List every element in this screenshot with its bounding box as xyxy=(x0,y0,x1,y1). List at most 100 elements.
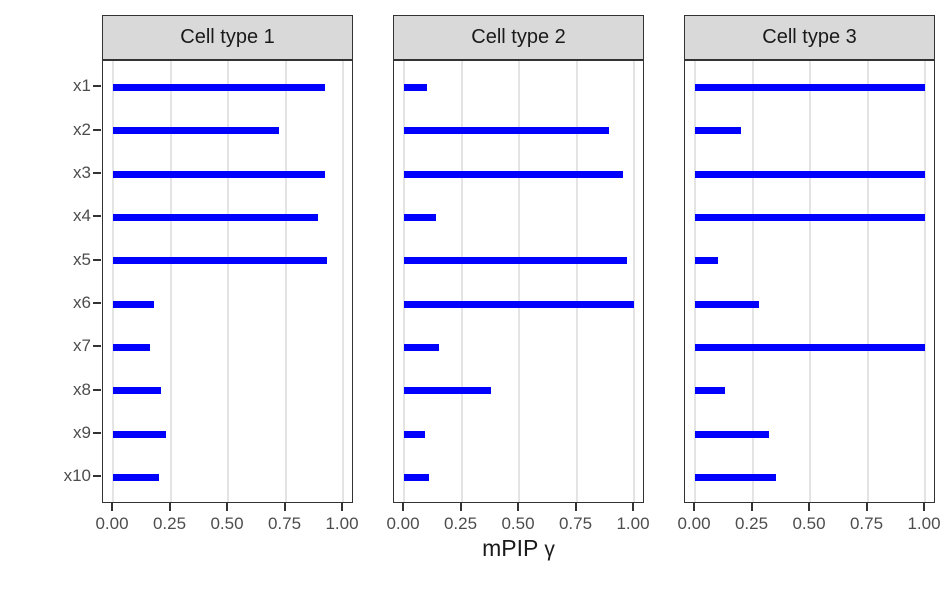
bar-x4 xyxy=(695,213,925,221)
facet-strip: Cell type 2 xyxy=(393,15,644,60)
bar-x4 xyxy=(113,213,318,221)
bar-x8 xyxy=(404,387,492,395)
gridline xyxy=(460,61,463,502)
gridline xyxy=(403,61,405,502)
bar-x2 xyxy=(113,127,279,135)
x-tick-label: 0.00 xyxy=(677,514,711,533)
x-axis-tick xyxy=(459,503,462,511)
y-tick-label-x2: x2 xyxy=(73,119,91,139)
facet-strip: Cell type 1 xyxy=(102,15,353,60)
x-axis-tick xyxy=(341,503,343,511)
y-tick-label-x5: x5 xyxy=(73,249,91,269)
bar-x5 xyxy=(113,257,327,265)
gridline xyxy=(342,61,344,502)
x-axis-tick xyxy=(283,503,286,511)
x-axis-tick xyxy=(226,503,228,511)
y-axis-tick xyxy=(93,258,101,261)
bar-x10 xyxy=(695,473,776,481)
gamma-symbol: γ xyxy=(544,538,555,561)
bar-x1 xyxy=(113,83,325,91)
bar-x3 xyxy=(404,170,623,178)
bar-x8 xyxy=(113,387,162,395)
bar-x5 xyxy=(695,257,718,265)
bar-x2 xyxy=(404,127,609,135)
x-axis-tick xyxy=(693,503,695,511)
bar-x8 xyxy=(695,387,725,395)
gridline xyxy=(633,61,635,502)
bar-x4 xyxy=(404,213,437,221)
gridline xyxy=(694,61,696,502)
y-tick-label-x9: x9 xyxy=(73,423,91,443)
x-axis-title: mPIP γ xyxy=(102,535,935,562)
plot-panel xyxy=(684,60,935,503)
bar-x2 xyxy=(695,127,741,135)
y-axis-tick xyxy=(93,432,101,435)
bar-x3 xyxy=(695,170,925,178)
y-axis-tick xyxy=(93,128,101,131)
y-axis-tick xyxy=(93,388,101,391)
gridline xyxy=(751,61,754,502)
facet-strip: Cell type 3 xyxy=(684,15,935,60)
x-axis-tick xyxy=(111,503,113,511)
gridline xyxy=(284,61,287,502)
bar-x9 xyxy=(113,430,166,438)
y-tick-label-x8: x8 xyxy=(73,379,91,399)
bar-x1 xyxy=(404,83,427,91)
y-tick-label-x10: x10 xyxy=(63,466,91,486)
bar-x10 xyxy=(113,473,159,481)
bar-x6 xyxy=(404,300,634,308)
plot-panel xyxy=(102,60,353,503)
x-tick-label: 0.75 xyxy=(267,514,302,533)
bar-x7 xyxy=(113,343,150,351)
bar-x6 xyxy=(695,300,760,308)
y-tick-label-x4: x4 xyxy=(73,206,91,226)
x-axis-tick xyxy=(808,503,810,511)
y-axis-tick xyxy=(93,302,101,305)
x-tick-label: 0.25 xyxy=(443,514,478,533)
x-tick-label: 0.25 xyxy=(734,514,769,533)
x-axis-tick xyxy=(168,503,171,511)
bar-x10 xyxy=(404,473,430,481)
gridline xyxy=(575,61,578,502)
x-axis-tick xyxy=(574,503,577,511)
x-axis-title-text: mPIP xyxy=(482,535,539,561)
gridline xyxy=(169,61,172,502)
x-tick-label: 0.75 xyxy=(849,514,884,533)
bar-x3 xyxy=(113,170,325,178)
bar-x7 xyxy=(695,343,925,351)
x-tick-label: 0.25 xyxy=(152,514,187,533)
gridline xyxy=(866,61,869,502)
x-axis-tick xyxy=(750,503,753,511)
bar-x5 xyxy=(404,257,628,265)
x-tick-label: 0.00 xyxy=(386,514,420,533)
bar-x7 xyxy=(404,343,439,351)
x-tick-label: 1.00 xyxy=(907,514,941,533)
y-tick-label-x3: x3 xyxy=(73,163,91,182)
x-tick-label: 1.00 xyxy=(616,514,650,533)
facet-title: Cell type 2 xyxy=(471,26,566,48)
x-tick-label: 0.75 xyxy=(558,514,593,533)
y-axis-tick xyxy=(93,215,101,218)
x-tick-label: 0.50 xyxy=(501,514,535,533)
y-tick-label-x1: x1 xyxy=(73,76,91,96)
x-axis-tick xyxy=(402,503,404,511)
gridline xyxy=(518,61,520,502)
x-axis-tick xyxy=(517,503,519,511)
y-axis-tick xyxy=(93,85,101,88)
bar-x9 xyxy=(404,430,425,438)
y-axis-tick xyxy=(93,345,101,348)
x-axis-tick xyxy=(865,503,868,511)
plot-panel xyxy=(393,60,644,503)
x-axis-tick xyxy=(923,503,925,511)
bar-x6 xyxy=(113,300,155,308)
facet-title: Cell type 1 xyxy=(180,26,275,48)
y-tick-label-x7: x7 xyxy=(73,336,91,356)
y-axis-tick xyxy=(93,172,101,174)
x-tick-label: 0.00 xyxy=(95,514,129,533)
x-axis-tick xyxy=(632,503,634,511)
x-tick-label: 0.50 xyxy=(792,514,826,533)
bar-x1 xyxy=(695,83,925,91)
gridline xyxy=(809,61,811,502)
gridline xyxy=(924,61,926,502)
